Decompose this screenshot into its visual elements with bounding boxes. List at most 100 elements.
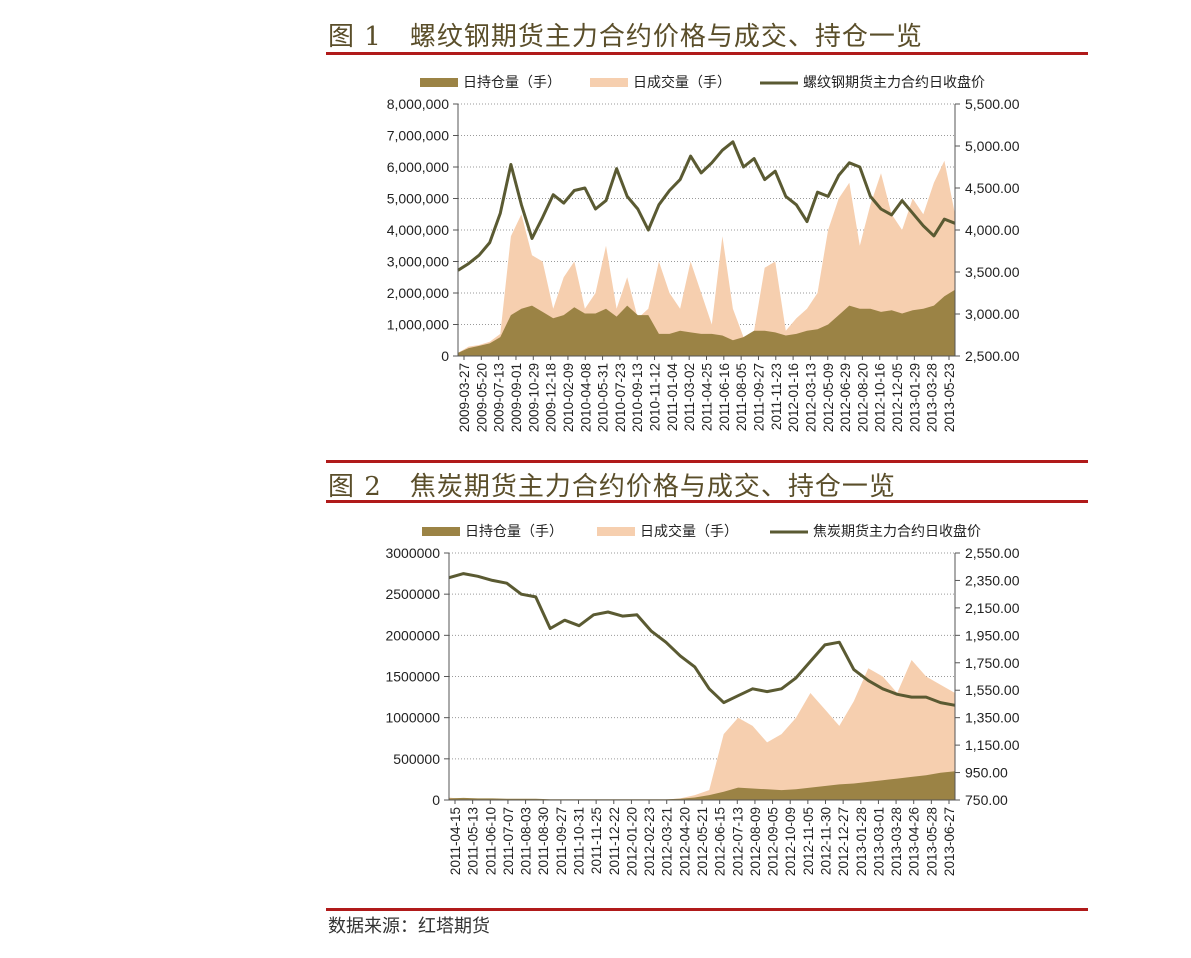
x-tick-label: 2011-04-15 <box>448 807 463 875</box>
figure-1-rule <box>326 52 1088 55</box>
x-tick-label: 2012-01-20 <box>624 807 639 876</box>
x-tick-label: 2009-12-18 <box>544 363 559 432</box>
x-tick-label: 2013-01-28 <box>854 807 869 876</box>
x-tick-label: 2013-03-28 <box>925 363 940 432</box>
x-tick-label: 2012-03-21 <box>660 807 675 876</box>
right-tick-label: 3,000.00 <box>965 306 1020 322</box>
left-tick-label: 7,000,000 <box>387 128 449 144</box>
x-tick-label: 2012-10-09 <box>783 807 798 876</box>
left-tick-label: 1500000 <box>385 669 440 685</box>
x-tick-label: 2012-07-13 <box>730 807 745 876</box>
x-tick-label: 2011-09-27 <box>751 363 766 431</box>
left-tick-label: 3,000,000 <box>387 254 449 270</box>
x-tick-label: 2011-10-31 <box>572 807 587 875</box>
x-tick-label: 2012-06-29 <box>838 363 853 432</box>
x-tick-label: 2011-11-25 <box>589 807 604 874</box>
data-source: 数据来源：红塔期货 <box>328 916 490 937</box>
x-tick-label: 2012-05-21 <box>695 807 710 876</box>
figure-1-title: 图 1 螺纹钢期货主力合约价格与成交、持仓一览 <box>328 16 923 53</box>
legend-label-price: 螺纹钢期货主力合约日收盘价 <box>803 74 985 90</box>
x-tick-label: 2013-05-23 <box>942 363 957 432</box>
x-tick-label: 2009-07-13 <box>492 363 507 432</box>
x-tick-label: 2012-02-23 <box>642 807 657 876</box>
right-tick-label: 1,350.00 <box>965 710 1020 726</box>
x-tick-label: 2010-09-13 <box>630 363 645 432</box>
x-tick-label: 2011-09-27 <box>554 807 569 875</box>
legend-label-volume: 日成交量（手） <box>640 523 738 539</box>
source-rule <box>326 908 1088 911</box>
x-tick-label: 2011-08-30 <box>536 807 551 875</box>
right-tick-label: 750.00 <box>965 792 1008 808</box>
x-tick-label: 2009-09-01 <box>509 363 524 432</box>
legend-swatch-open-interest <box>422 527 460 536</box>
x-tick-label: 2012-11-30 <box>819 807 834 875</box>
x-tick-label: 2012-11-05 <box>801 807 816 875</box>
price-line-series <box>457 140 956 272</box>
figure-1-title-text: 螺纹钢期货主力合约价格与成交、持仓一览 <box>409 22 923 52</box>
left-tick-label: 3000000 <box>385 545 440 561</box>
x-tick-label: 2011-05-13 <box>466 807 481 875</box>
left-tick-label: 8,000,000 <box>387 96 449 112</box>
x-tick-label: 2012-08-09 <box>748 807 763 876</box>
left-tick-label: 4,000,000 <box>387 222 449 238</box>
right-tick-label: 2,500.00 <box>965 348 1020 364</box>
legend-label-price: 焦炭期货主力合约日收盘价 <box>813 523 981 539</box>
x-tick-label: 2011-11-23 <box>769 363 784 430</box>
open-interest-area-series <box>458 289 955 356</box>
right-tick-label: 1,150.00 <box>965 737 1020 753</box>
figure-2-title: 图 2 焦炭期货主力合约价格与成交、持仓一览 <box>328 466 896 503</box>
x-tick-label: 2011-08-03 <box>519 807 534 875</box>
x-tick-label: 2011-04-25 <box>700 363 715 431</box>
x-tick-label: 2012-04-20 <box>677 807 692 876</box>
right-tick-label: 2,550.00 <box>965 545 1020 561</box>
left-tick-label: 500000 <box>393 751 440 767</box>
x-tick-label: 2012-12-27 <box>836 807 851 876</box>
x-tick-label: 2013-03-01 <box>871 807 886 876</box>
right-tick-label: 950.00 <box>965 765 1008 781</box>
x-tick-label: 2010-02-09 <box>561 363 576 432</box>
left-tick-label: 2500000 <box>385 586 440 602</box>
x-tick-label: 2012-01-16 <box>786 363 801 432</box>
x-tick-label: 2013-05-28 <box>924 807 939 876</box>
figure-2-title-text: 焦炭期货主力合约价格与成交、持仓一览 <box>409 472 896 502</box>
legend-swatch-open-interest <box>420 78 458 87</box>
x-tick-label: 2011-03-02 <box>682 363 697 431</box>
x-tick-label: 2011-06-10 <box>483 807 498 875</box>
left-tick-label: 0 <box>432 792 440 808</box>
x-tick-label: 2012-10-16 <box>873 363 888 432</box>
x-tick-label: 2013-01-29 <box>907 363 922 432</box>
x-tick-label: 2011-01-04 <box>665 363 680 432</box>
left-tick-label: 2000000 <box>385 627 440 643</box>
x-tick-label: 2012-05-09 <box>821 363 836 432</box>
x-tick-label: 2009-03-27 <box>457 363 472 432</box>
price-line-series <box>448 572 956 707</box>
x-tick-label: 2010-07-23 <box>613 363 628 432</box>
figure-2-top-rule <box>326 460 1088 463</box>
x-tick-label: 2012-03-13 <box>803 363 818 432</box>
x-tick-label: 2010-11-12 <box>648 363 663 431</box>
figure-1-number: 图 1 <box>328 22 382 52</box>
figure-2-rule <box>326 500 1088 503</box>
left-tick-label: 2,000,000 <box>387 285 449 301</box>
figure-2-number: 图 2 <box>328 472 382 502</box>
x-tick-label: 2012-06-15 <box>713 807 728 876</box>
open-interest-area-series <box>449 771 955 800</box>
x-tick-label: 2013-06-27 <box>942 807 957 876</box>
volume-area-series <box>449 660 955 800</box>
right-tick-label: 2,150.00 <box>965 600 1020 616</box>
x-tick-label: 2013-04-26 <box>907 807 922 876</box>
figure-2-chart: 0 500000 1000000 1500000 2000000 2500000 30000… <box>385 523 1020 876</box>
right-tick-label: 1,950.00 <box>965 627 1020 643</box>
right-tick-label: 2,350.00 <box>965 572 1020 588</box>
x-tick-label: 2012-08-20 <box>855 363 870 432</box>
right-tick-label: 3,500.00 <box>965 264 1020 280</box>
right-tick-label: 4,000.00 <box>965 222 1020 238</box>
x-tick-label: 2010-05-31 <box>596 363 611 432</box>
right-tick-label: 1,750.00 <box>965 655 1020 671</box>
x-tick-label: 2011-07-07 <box>501 807 516 875</box>
x-tick-label: 2012-09-05 <box>766 807 781 876</box>
x-tick-label: 2009-05-20 <box>474 363 489 432</box>
legend-label-open-interest: 日持仓量（手） <box>465 523 563 539</box>
volume-area-series <box>458 160 955 356</box>
right-tick-label: 4,500.00 <box>965 180 1020 196</box>
